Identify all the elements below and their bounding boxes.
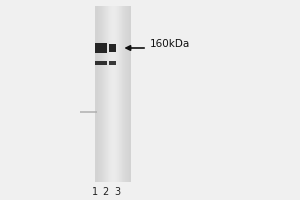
Bar — [80, 111, 97, 113]
Bar — [109, 61, 116, 65]
Text: 2: 2 — [103, 187, 109, 197]
Bar — [94, 43, 107, 53]
Text: 160kDa: 160kDa — [150, 39, 190, 49]
Text: 1: 1 — [92, 187, 98, 197]
Bar — [94, 61, 107, 65]
Bar — [109, 44, 116, 52]
Text: 3: 3 — [114, 187, 120, 197]
